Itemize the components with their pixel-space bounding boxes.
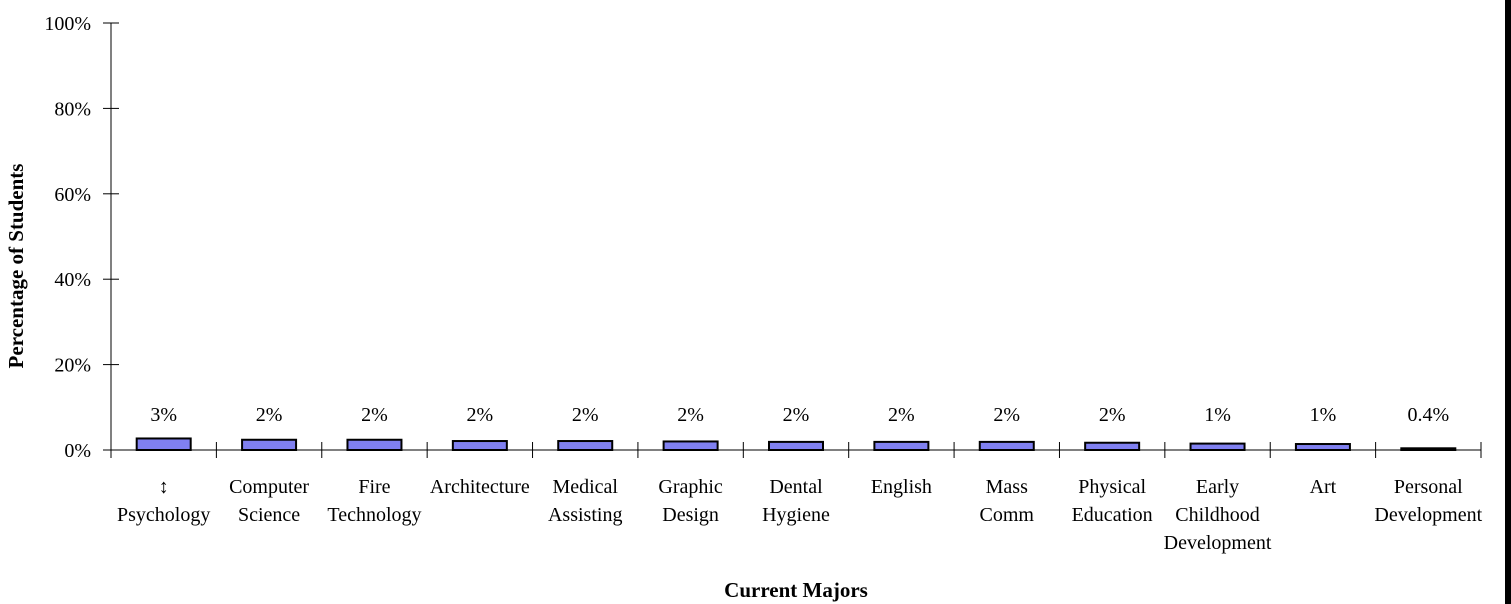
- bar: [346, 438, 403, 452]
- bar: [1189, 442, 1246, 452]
- data-label: 1%: [1204, 404, 1231, 426]
- y-axis-title: Percentage of Students: [4, 164, 28, 369]
- data-label: 0.4%: [1407, 404, 1449, 426]
- window-edge: [1505, 0, 1511, 604]
- bar: [873, 440, 930, 451]
- category-label: Medical Assisting: [548, 476, 622, 526]
- category-label: Architecture: [430, 476, 530, 498]
- category-label: Early Childhood Development: [1164, 476, 1272, 554]
- y-tick-label: 0%: [64, 440, 91, 462]
- data-label: 2%: [993, 404, 1020, 426]
- category-label: ↕ Psychology: [117, 476, 210, 526]
- category-label: Physical Education: [1072, 476, 1153, 526]
- data-labels: 3% 2% 2% 2% 2% 2% 2% 2% 2% 2% 1% 1% 0.4%: [150, 404, 1449, 426]
- y-tick-label: 80%: [54, 98, 91, 120]
- category-label: Personal Development: [1374, 476, 1482, 526]
- data-label: 2%: [256, 404, 283, 426]
- category-label: Art: [1310, 476, 1337, 498]
- bar: [978, 440, 1035, 451]
- y-tick-label: 100%: [44, 13, 91, 35]
- category-label: Fire Technology: [327, 476, 421, 526]
- data-label: 3%: [150, 404, 177, 426]
- bar: [768, 440, 824, 451]
- y-tick-label: 20%: [54, 355, 91, 377]
- data-label: 1%: [1310, 404, 1337, 426]
- y-tick-label: 40%: [54, 269, 91, 291]
- bar: [1400, 447, 1457, 451]
- bar: [451, 440, 508, 451]
- data-label: 2%: [677, 404, 704, 426]
- data-label: 2%: [467, 404, 494, 426]
- category-label: Graphic Design: [658, 476, 723, 526]
- y-axis: 0% 20% 40% 60% 80% 100%: [44, 13, 119, 462]
- category-label: English: [871, 476, 932, 498]
- category-label: Mass Comm: [980, 476, 1035, 526]
- bar: [1294, 443, 1351, 452]
- data-label: 2%: [783, 404, 810, 426]
- bars: [135, 437, 1457, 452]
- bar: [1084, 441, 1141, 451]
- bar: [135, 437, 192, 452]
- bar: [241, 438, 298, 452]
- data-label: 2%: [888, 404, 915, 426]
- category-label: Computer Science: [229, 476, 309, 526]
- category-label: Dental Hygiene: [762, 476, 830, 526]
- x-axis-title: Current Majors: [724, 578, 868, 602]
- bar: [662, 440, 719, 451]
- data-label: 2%: [361, 404, 388, 426]
- category-labels: ↕ Psychology Computer Science Fire Technology…: [117, 476, 1483, 554]
- data-label: 2%: [572, 404, 599, 426]
- y-tick-label: 60%: [54, 184, 91, 206]
- data-label: 2%: [1099, 404, 1126, 426]
- bar: [557, 440, 614, 451]
